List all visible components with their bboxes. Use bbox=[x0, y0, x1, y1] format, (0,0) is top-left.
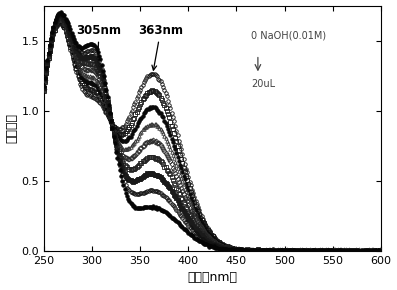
Text: 20uL: 20uL bbox=[251, 79, 275, 89]
X-axis label: 波长（nm）: 波长（nm） bbox=[187, 271, 237, 284]
Text: 305nm: 305nm bbox=[77, 23, 121, 74]
Text: 0 NaOH(0.01M): 0 NaOH(0.01M) bbox=[251, 30, 326, 40]
Text: 363nm: 363nm bbox=[138, 23, 183, 70]
Y-axis label: 吸收强度: 吸收强度 bbox=[6, 113, 19, 143]
